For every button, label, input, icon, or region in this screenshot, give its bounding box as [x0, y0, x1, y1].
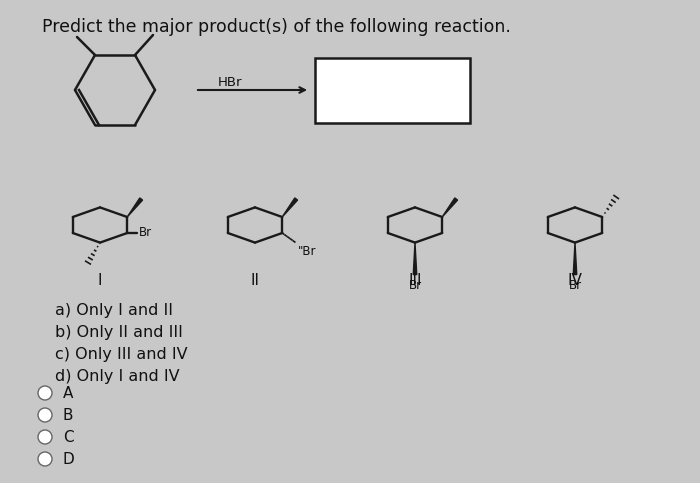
Text: A: A [63, 385, 74, 400]
Text: "Br: "Br [298, 245, 316, 258]
Polygon shape [442, 198, 458, 217]
Text: HBr: HBr [218, 75, 242, 88]
Text: Predict the major product(s) of the following reaction.: Predict the major product(s) of the foll… [42, 18, 511, 36]
Text: C: C [63, 429, 74, 444]
Text: Br: Br [408, 279, 421, 292]
Text: c) Only III and IV: c) Only III and IV [55, 346, 188, 361]
Text: I: I [98, 273, 102, 288]
Text: II: II [251, 273, 260, 288]
Circle shape [38, 430, 52, 444]
Polygon shape [282, 198, 298, 217]
Circle shape [38, 452, 52, 466]
Text: b) Only II and III: b) Only II and III [55, 325, 183, 340]
FancyBboxPatch shape [315, 58, 470, 123]
Text: d) Only I and IV: d) Only I and IV [55, 369, 180, 384]
Text: Br: Br [139, 226, 153, 239]
Text: D: D [63, 452, 75, 467]
Text: IV: IV [568, 273, 582, 288]
Text: Br: Br [568, 279, 582, 292]
Circle shape [38, 386, 52, 400]
Polygon shape [127, 198, 143, 217]
Text: B: B [63, 408, 74, 423]
Polygon shape [573, 242, 577, 275]
Text: a) Only I and II: a) Only I and II [55, 302, 173, 317]
Circle shape [38, 408, 52, 422]
Text: III: III [408, 273, 421, 288]
Polygon shape [413, 242, 416, 275]
